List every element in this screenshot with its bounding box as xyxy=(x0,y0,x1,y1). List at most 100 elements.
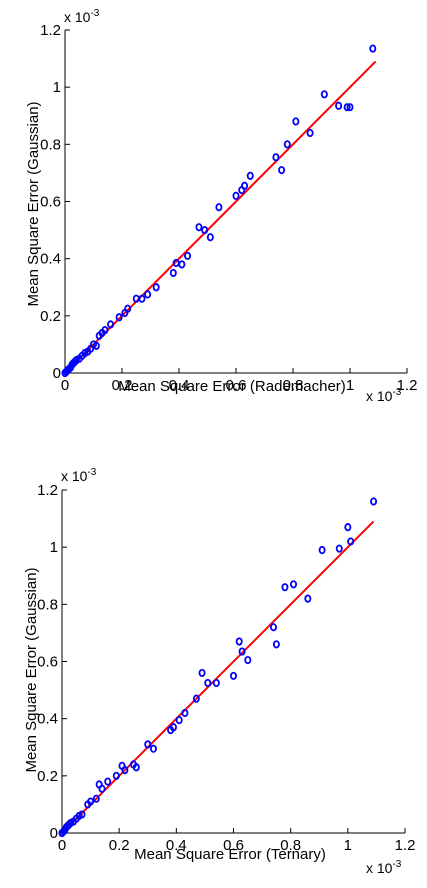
data-point xyxy=(238,647,246,656)
x-tick-label: 1 xyxy=(346,377,354,394)
x-axis-label: Mean Square Error (Rademacher) xyxy=(118,378,346,395)
data-point xyxy=(192,694,200,703)
x-tick-labels: 0 0.2 0.4 0.6 0.8 1 1.2 xyxy=(61,368,418,394)
data-point xyxy=(290,580,298,589)
data-point xyxy=(101,326,109,335)
data-point xyxy=(292,117,300,126)
data-point xyxy=(272,640,280,649)
fit-line xyxy=(64,60,377,374)
x-exponent-power: -3 xyxy=(392,387,401,398)
data-point xyxy=(195,223,203,232)
x-tick-label: 0.6 xyxy=(223,837,244,854)
y-tick-label: 0.6 xyxy=(40,194,61,211)
chart-ternary: 0 0.2 0.4 0.6 0.8 1 1.2 0 0.2 0.4 0.6 0.8 1 1.2 x 10… xyxy=(23,467,415,876)
y-tick-labels: 0 0.2 0.4 0.6 0.8 1 1.2 xyxy=(37,482,67,842)
data-point xyxy=(244,655,252,665)
data-point xyxy=(107,320,115,329)
data-point xyxy=(283,140,291,149)
data-point xyxy=(346,103,354,112)
data-point xyxy=(184,251,192,260)
data-point xyxy=(115,313,123,322)
data-point xyxy=(272,153,280,162)
y-exponent-power: -3 xyxy=(90,8,99,19)
data-point xyxy=(121,766,129,775)
y-tick-label: 1 xyxy=(50,539,58,556)
x-tick-labels: 0 0.2 0.4 0.6 0.8 1 1.2 xyxy=(58,828,416,854)
data-point xyxy=(206,233,214,242)
data-point xyxy=(78,810,86,819)
data-point xyxy=(229,671,237,680)
data-point xyxy=(246,171,254,180)
data-point xyxy=(347,537,355,546)
data-points xyxy=(58,497,378,838)
y-tick-label: 0.6 xyxy=(37,654,58,671)
data-point xyxy=(215,203,223,212)
x-tick-label: 0.4 xyxy=(166,837,187,854)
data-point xyxy=(112,771,120,780)
y-exponent: x 10-3 xyxy=(64,8,100,25)
data-point xyxy=(318,545,326,555)
y-tick-label: 0.8 xyxy=(37,596,58,613)
data-point xyxy=(335,101,343,110)
x-exponent-base: x 10 xyxy=(366,860,393,876)
data-point xyxy=(304,594,312,603)
y-exponent-base: x 10 xyxy=(61,468,88,484)
y-axis-label: Mean Square Error (Gaussian) xyxy=(25,101,42,306)
data-point xyxy=(204,678,212,688)
data-point xyxy=(152,283,160,292)
data-point xyxy=(232,191,240,200)
x-tick-label: 1 xyxy=(344,837,352,854)
data-point xyxy=(370,497,378,506)
x-tick-label: 0.8 xyxy=(280,837,301,854)
data-point xyxy=(320,90,328,99)
data-point xyxy=(144,290,152,299)
x-tick-label: 0 xyxy=(61,377,69,394)
data-point xyxy=(169,268,177,278)
data-point xyxy=(169,723,177,732)
data-point xyxy=(144,740,152,749)
x-tick-label: 0.4 xyxy=(169,377,190,394)
x-tick-label: 0.8 xyxy=(283,377,304,394)
data-point xyxy=(178,260,186,269)
x-exponent-power: -3 xyxy=(392,859,401,870)
data-point xyxy=(212,678,220,688)
data-point xyxy=(132,763,140,772)
y-axis-label: Mean Square Error (Gaussian) xyxy=(23,567,40,772)
data-point xyxy=(201,225,209,235)
fit-line-segment xyxy=(64,60,377,374)
data-point xyxy=(281,583,289,592)
y-tick-label: 0.2 xyxy=(37,768,58,785)
data-point xyxy=(235,637,243,646)
x-tick-label: 0.6 xyxy=(226,377,247,394)
x-tick-label: 1.2 xyxy=(395,837,416,854)
x-exponent-base: x 10 xyxy=(366,388,393,404)
y-exponent: x 10-3 xyxy=(61,467,97,484)
y-tick-label: 1 xyxy=(53,79,61,96)
y-exponent-base: x 10 xyxy=(64,9,91,25)
x-tick-label: 0 xyxy=(58,837,66,854)
x-tick-label: 0.2 xyxy=(109,837,130,854)
data-point xyxy=(87,797,95,806)
x-axis-label: Mean Square Error (Ternary) xyxy=(134,846,326,863)
chart-rademacher: 0 0.2 0.4 0.6 0.8 1 1.2 0 0.2 0.4 0.6 0.8 1 1.2 x 10… xyxy=(25,8,417,404)
data-point xyxy=(278,165,286,175)
data-point xyxy=(104,777,112,786)
fit-line xyxy=(61,520,375,834)
y-tick-label: 0.8 xyxy=(40,136,61,153)
data-point xyxy=(306,128,314,137)
data-point xyxy=(335,544,343,553)
y-tick-label: 1.2 xyxy=(37,482,58,499)
data-point xyxy=(92,794,100,803)
x-tick-label: 0.2 xyxy=(112,377,133,394)
x-tick-label: 1.2 xyxy=(397,377,418,394)
data-points xyxy=(61,44,377,378)
data-point xyxy=(198,668,206,678)
y-tick-label: 0 xyxy=(53,365,61,382)
data-point xyxy=(124,304,132,313)
data-point xyxy=(138,294,146,303)
data-point xyxy=(98,784,106,793)
data-point xyxy=(181,708,189,718)
data-point xyxy=(344,523,352,532)
y-tick-label: 0.4 xyxy=(37,711,58,728)
